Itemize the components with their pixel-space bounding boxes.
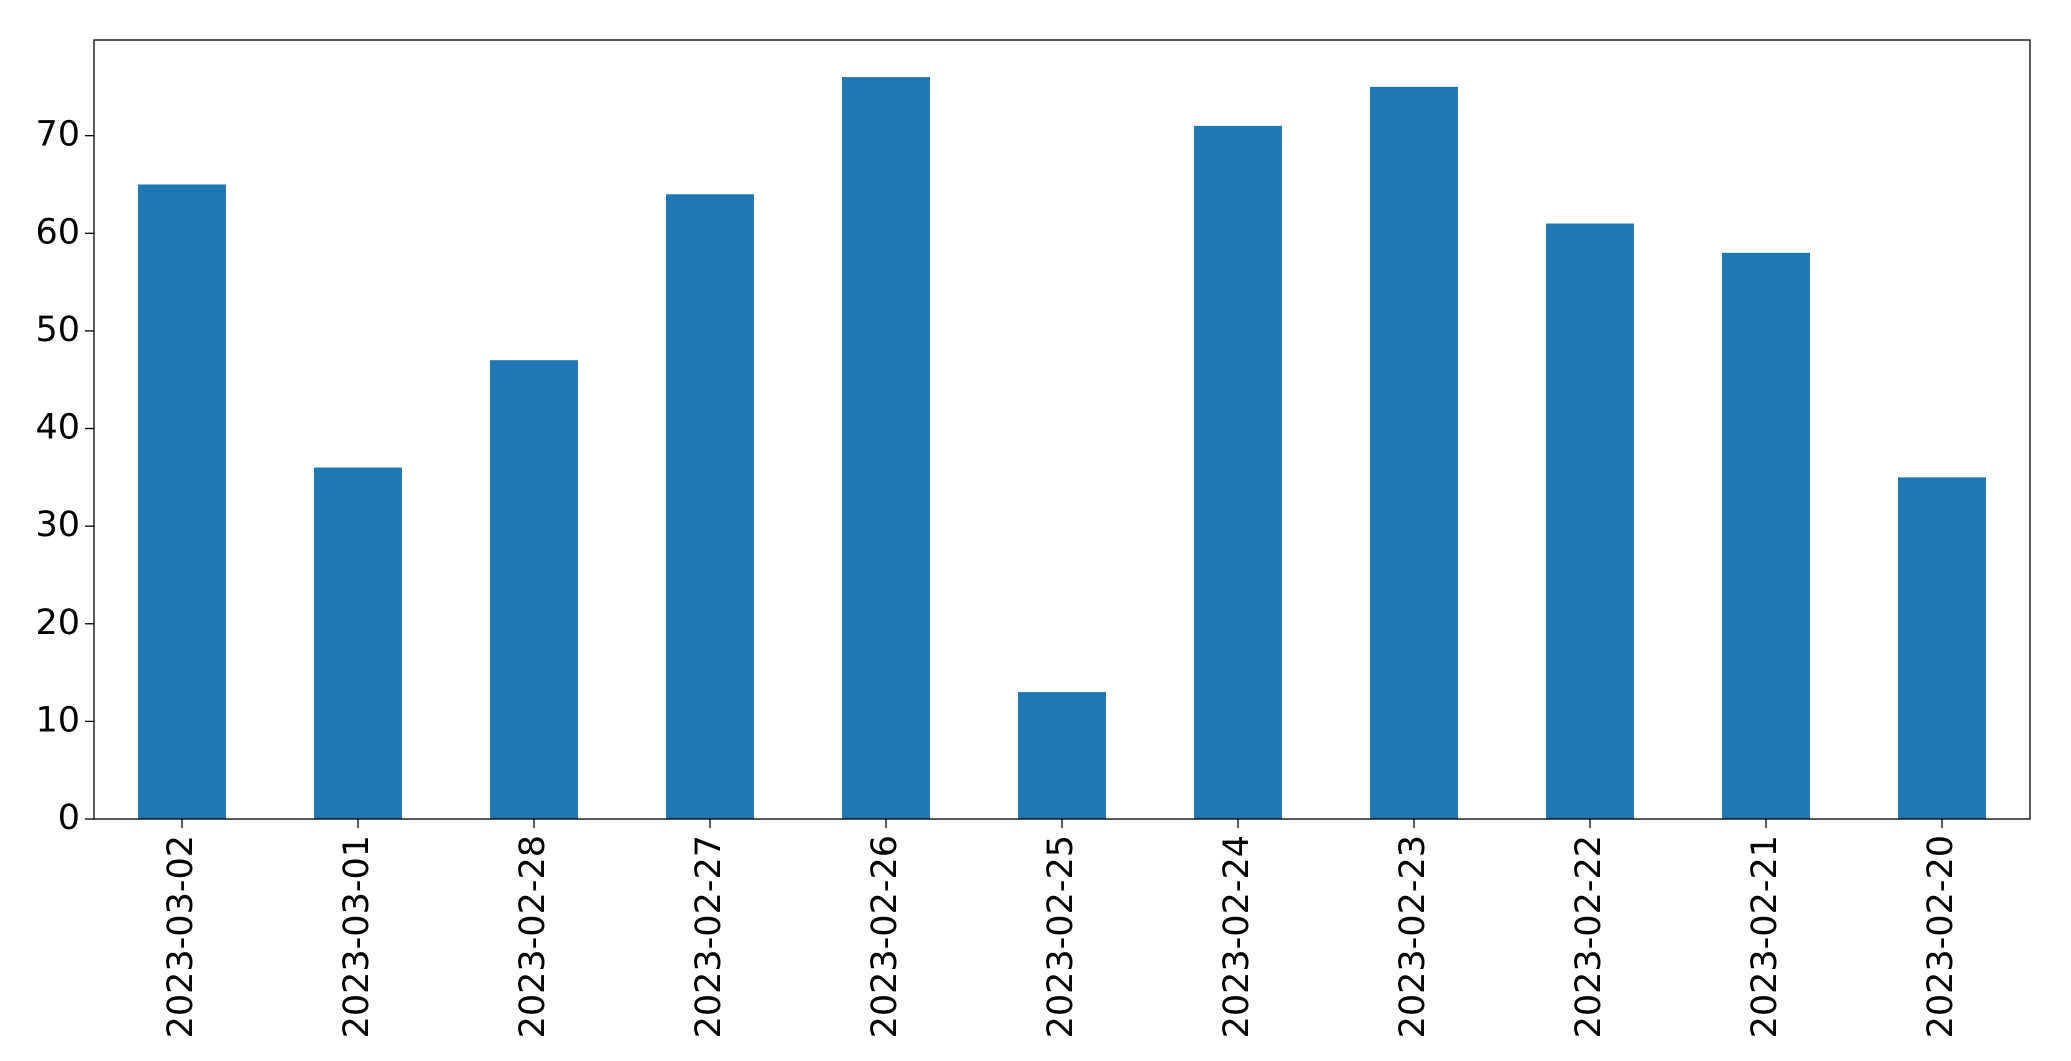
x-tick-label: 2023-03-01 <box>337 835 377 1038</box>
y-tick-label: 10 <box>35 700 80 740</box>
y-tick-label: 20 <box>35 603 80 643</box>
x-tick-label: 2023-02-21 <box>1745 835 1785 1038</box>
bar <box>842 77 930 820</box>
bar <box>666 194 754 819</box>
bar <box>490 360 578 819</box>
y-tick-label: 70 <box>35 115 80 155</box>
bar <box>1018 692 1106 819</box>
bar <box>1722 252 1810 820</box>
bar <box>314 467 402 819</box>
bar <box>1370 86 1458 820</box>
x-tick-label: 2023-02-28 <box>513 835 553 1038</box>
x-tick-label: 2023-02-27 <box>689 835 729 1038</box>
x-tick-label: 2023-03-02 <box>161 835 201 1038</box>
y-tick-label: 30 <box>35 505 80 545</box>
bar <box>1194 125 1282 819</box>
y-tick-label: 0 <box>58 798 80 838</box>
x-tick-label: 2023-02-20 <box>1921 835 1961 1038</box>
bar <box>1898 477 1986 819</box>
x-tick-label: 2023-02-25 <box>1041 835 1081 1038</box>
x-tick-label: 2023-02-26 <box>865 835 905 1038</box>
bar <box>138 184 226 819</box>
y-tick-label: 50 <box>35 310 80 350</box>
y-tick-label: 40 <box>35 408 80 448</box>
x-tick-label: 2023-02-24 <box>1217 835 1257 1038</box>
bar <box>1546 223 1634 819</box>
plot-frame <box>93 39 2031 820</box>
x-tick-label: 2023-02-23 <box>1393 835 1433 1038</box>
y-tick-label: 60 <box>35 212 80 252</box>
x-tick-label: 2023-02-22 <box>1569 835 1609 1038</box>
